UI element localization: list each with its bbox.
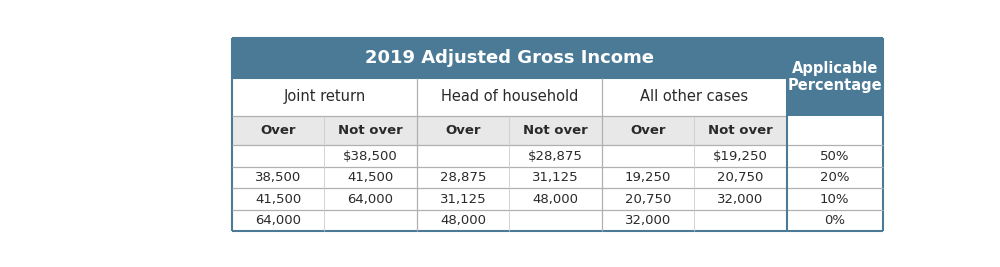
Text: 41,500: 41,500: [347, 171, 394, 184]
Text: 0%: 0%: [824, 214, 845, 227]
Text: 19,250: 19,250: [625, 171, 671, 184]
Bar: [787, 38, 883, 78]
Text: 20,750: 20,750: [625, 193, 671, 206]
Bar: [232, 210, 883, 231]
Bar: [602, 116, 787, 146]
Bar: [232, 167, 883, 189]
Text: $28,875: $28,875: [528, 150, 583, 163]
Text: 50%: 50%: [820, 150, 850, 163]
Text: 38,500: 38,500: [255, 171, 301, 184]
Text: 32,000: 32,000: [625, 214, 671, 227]
Bar: [602, 78, 787, 116]
Text: 20,750: 20,750: [717, 171, 764, 184]
Text: Joint return: Joint return: [283, 89, 366, 104]
Text: Not over: Not over: [523, 124, 588, 137]
Text: 2019 Adjusted Gross Income: 2019 Adjusted Gross Income: [365, 49, 654, 67]
Text: 64,000: 64,000: [348, 193, 394, 206]
Text: 64,000: 64,000: [255, 214, 301, 227]
Text: 32,000: 32,000: [717, 193, 764, 206]
Text: Not over: Not over: [338, 124, 403, 137]
Text: $38,500: $38,500: [343, 150, 398, 163]
Bar: [417, 116, 602, 146]
Text: Applicable
Percentage: Applicable Percentage: [787, 61, 882, 93]
Text: 48,000: 48,000: [532, 193, 578, 206]
Text: All other cases: All other cases: [640, 89, 748, 104]
Text: 20%: 20%: [820, 171, 850, 184]
Text: Head of household: Head of household: [441, 89, 578, 104]
Text: $19,250: $19,250: [713, 150, 768, 163]
Text: Not over: Not over: [708, 124, 773, 137]
Bar: [232, 146, 883, 167]
Text: 31,125: 31,125: [532, 171, 579, 184]
Bar: [787, 78, 883, 116]
Bar: [417, 78, 602, 116]
Text: 10%: 10%: [820, 193, 850, 206]
Bar: [787, 116, 883, 146]
Text: Over: Over: [630, 124, 666, 137]
Text: 31,125: 31,125: [440, 193, 486, 206]
Bar: [232, 116, 417, 146]
Text: Over: Over: [445, 124, 481, 137]
Text: 48,000: 48,000: [440, 214, 486, 227]
Bar: [232, 189, 883, 210]
Text: Over: Over: [260, 124, 296, 137]
Bar: [232, 78, 417, 116]
Text: 28,875: 28,875: [440, 171, 486, 184]
Bar: [232, 38, 787, 78]
Text: 41,500: 41,500: [255, 193, 301, 206]
